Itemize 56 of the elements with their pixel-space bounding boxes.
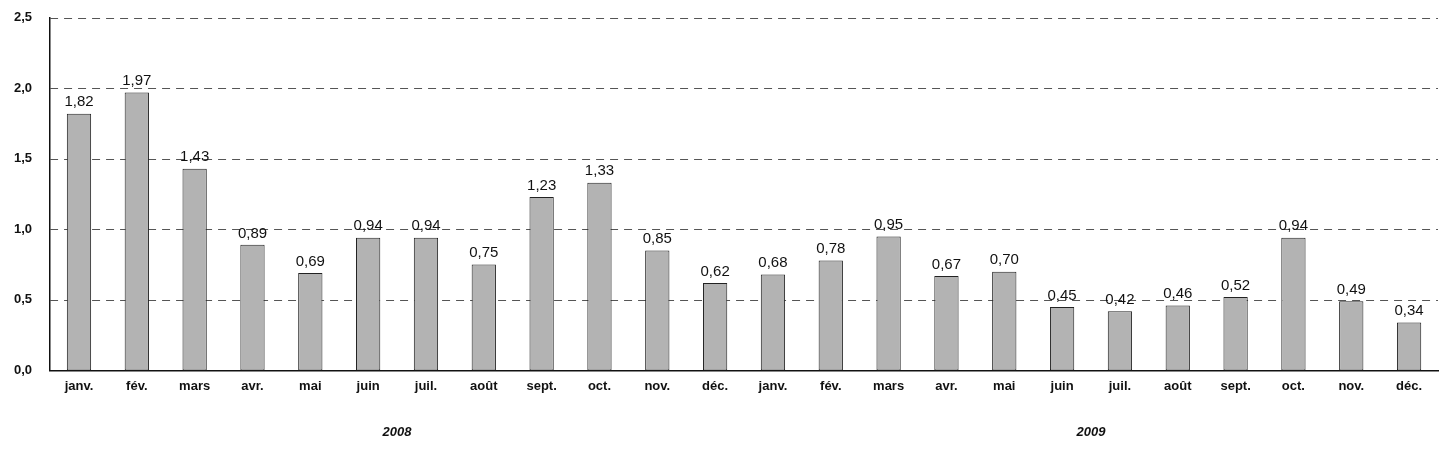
data-label: 0,94 <box>411 216 441 234</box>
data-label: 0,70 <box>989 250 1019 268</box>
data-label: 0,52 <box>1220 275 1251 293</box>
data-label: 0,85 <box>642 229 672 247</box>
data-label: 0,42 <box>1105 289 1135 307</box>
data-label: 0,78 <box>816 239 846 257</box>
x-tick-label: juil. <box>1107 377 1132 393</box>
x-tick-label: juin <box>355 377 380 393</box>
data-label: 1,97 <box>122 71 152 89</box>
x-tick-label: janv. <box>757 377 788 393</box>
data-label: 0,89 <box>237 223 268 241</box>
x-tick-label: août <box>470 377 499 393</box>
data-label: 0,95 <box>874 215 904 233</box>
x-tick-label: mars <box>873 377 905 393</box>
y-tick-label: 1,5 <box>13 150 33 166</box>
x-tick-label: sept. <box>526 377 557 393</box>
text: 2008 <box>381 423 413 439</box>
y-tick-label: 2,5 <box>13 9 33 25</box>
text: 2009 <box>1075 423 1107 439</box>
x-tick-label: mai <box>993 377 1016 393</box>
x-tick-label: oct. <box>1281 377 1305 393</box>
x-tick-label: déc. <box>1396 377 1423 393</box>
x-tick-label: déc. <box>702 377 729 393</box>
data-label: 1,23 <box>527 175 557 193</box>
data-label: 0,67 <box>931 254 962 272</box>
data-label: 0,69 <box>295 251 325 269</box>
x-tick-label: fév. <box>126 377 148 393</box>
x-tick-label: juin <box>1049 377 1074 393</box>
data-label: 1,82 <box>64 92 94 110</box>
x-tick-label: mars <box>179 377 211 393</box>
data-label: 1,33 <box>584 161 615 179</box>
data-label: 0,75 <box>469 243 499 261</box>
data-label: 0,49 <box>1336 279 1366 297</box>
x-tick-label: janv. <box>63 377 94 393</box>
y-tick-label: 0,5 <box>13 291 33 307</box>
x-tick-label: avr. <box>935 377 958 393</box>
x-tick-label: sept. <box>1220 377 1251 393</box>
x-tick-label: août <box>1164 377 1193 393</box>
y-tick-label: 1,0 <box>13 220 33 236</box>
x-tick-label: fév. <box>820 377 842 393</box>
data-label: 0,46 <box>1163 284 1193 302</box>
x-tick-label: mai <box>299 377 322 393</box>
x-tick-label: nov. <box>644 377 671 393</box>
x-tick-label: oct. <box>587 377 612 393</box>
data-label: 1,43 <box>180 147 210 165</box>
x-tick-label: nov. <box>1338 377 1365 393</box>
data-label: 0,68 <box>758 253 788 271</box>
data-label: 0,62 <box>700 261 730 279</box>
data-label: 0,94 <box>1278 216 1309 234</box>
data-label: 0,94 <box>353 216 383 234</box>
data-label: 0,45 <box>1047 285 1077 303</box>
y-tick-label: 2,0 <box>13 79 33 95</box>
x-tick-label: juil. <box>413 377 438 393</box>
y-tick-label: 0,0 <box>13 361 33 377</box>
x-tick-label: avr. <box>241 377 264 393</box>
data-label: 0,34 <box>1394 301 1424 319</box>
